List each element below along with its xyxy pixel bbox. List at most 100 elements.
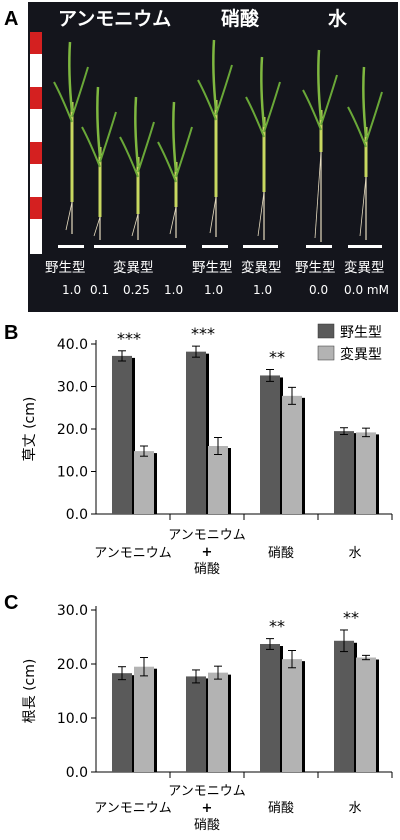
category-label: 硝酸 — [268, 801, 294, 816]
concentration-label: 1.0 — [204, 283, 224, 297]
group-underline — [243, 245, 278, 248]
bar-mutant — [208, 672, 228, 772]
significance-mark: *** — [117, 329, 141, 348]
leaf — [172, 101, 178, 173]
y-tick-label: 0.0 — [66, 507, 88, 523]
y-axis-label: 根長 (cm) — [22, 659, 38, 724]
concentration-label: 0.1 — [90, 283, 110, 297]
bar-wild — [334, 640, 354, 772]
category-label: 硝酸 — [194, 818, 220, 833]
leaf — [317, 49, 323, 121]
significance-mark: ** — [269, 617, 285, 636]
ruler-mark — [30, 142, 42, 164]
bar-wild — [186, 351, 206, 514]
leaf — [68, 41, 74, 113]
legend-label: 野生型 — [340, 325, 382, 341]
group-underline — [58, 245, 84, 248]
group-label-wild: 野生型 — [45, 260, 86, 276]
category-label: アンモニウム — [168, 528, 245, 543]
bar-mutant — [282, 659, 302, 772]
root-length-chart: 0.010.020.030.0根長 (cm)アンモニウムアンモニウム+硝酸**硝… — [22, 603, 393, 833]
bar-mutant — [356, 432, 376, 514]
group-label-wild: 野生型 — [192, 260, 233, 276]
concentration-label: 1.0 — [253, 283, 273, 297]
leaf — [365, 91, 383, 143]
group-underline — [306, 245, 332, 248]
seedling-photo: アンモニウム 硝酸 水 野生型 変異型 野生型 変異型 野生型 変異型 1.0 … — [28, 2, 398, 312]
significance-mark: ** — [269, 348, 285, 367]
concentration-label: 1.0 — [62, 283, 82, 297]
concentration-label: 0.0 — [309, 283, 329, 297]
group-label-mutant: 変異型 — [241, 260, 282, 276]
y-tick-label: 40.0 — [57, 337, 88, 353]
legend-swatch — [317, 323, 335, 339]
y-tick-label: 30.0 — [57, 380, 88, 396]
panel-letter-b: B — [4, 322, 19, 344]
leaf — [320, 74, 338, 126]
category-label: + — [202, 801, 213, 816]
group-label-mutant: 変異型 — [344, 260, 385, 276]
leaf — [302, 89, 322, 131]
category-label: 硝酸 — [268, 546, 294, 561]
root — [359, 176, 367, 237]
category-label: 水 — [348, 801, 361, 816]
group-underline — [94, 245, 186, 248]
bar-mutant — [356, 657, 376, 772]
group-underline — [202, 245, 228, 248]
bar-wild — [334, 431, 354, 514]
bar-mutant — [134, 666, 154, 772]
leaf — [362, 66, 368, 138]
ruler-mark — [30, 197, 42, 219]
bar-wild — [112, 673, 132, 772]
bar-mutant — [208, 446, 228, 514]
leaf — [99, 111, 117, 163]
concentration-label: 0.25 — [123, 283, 150, 297]
concentration-label: 1.0 — [164, 283, 184, 297]
category-label: アンモニウム — [168, 784, 245, 799]
ruler-mark — [30, 32, 42, 54]
root — [65, 201, 73, 231]
leaf — [215, 64, 233, 116]
panel-letter-a: A — [4, 8, 19, 30]
condition-label-nitrate: 硝酸 — [221, 8, 260, 30]
category-label: 水 — [348, 546, 361, 561]
ruler-mark — [30, 87, 42, 109]
y-tick-label: 0.0 — [66, 765, 88, 781]
y-axis-label: 草丈 (cm) — [22, 397, 38, 462]
root — [93, 216, 101, 237]
leaf — [119, 136, 139, 178]
leaf — [137, 121, 155, 173]
leaf — [134, 96, 140, 168]
bar-mutant — [282, 395, 302, 514]
leaf — [260, 56, 266, 128]
plant-height-chart: 0.0 10.0 20.0 30.0 40.0 草丈 (cm) *** アンモニウム *** アン… — [22, 323, 393, 577]
bar-wild — [186, 676, 206, 772]
legend-swatch — [317, 345, 335, 361]
legend-label: 変異型 — [340, 346, 382, 363]
bar-wild — [112, 355, 132, 514]
leaf — [53, 81, 73, 123]
root — [314, 151, 322, 239]
leaf — [197, 79, 217, 121]
significance-mark: *** — [191, 324, 215, 343]
significance-mark: ** — [343, 608, 359, 627]
group-label-mutant: 変異型 — [113, 260, 154, 276]
category-label: アンモニウム — [94, 801, 171, 816]
leaf — [263, 81, 281, 133]
bar-wild — [260, 644, 280, 772]
bar-wild — [260, 375, 280, 514]
concentration-label: 0.0 mM — [344, 283, 389, 297]
leaf — [245, 96, 265, 138]
root — [257, 191, 265, 237]
leaf — [347, 106, 367, 148]
category-label: アンモニウム — [94, 546, 171, 561]
leaf — [71, 66, 89, 118]
condition-label-ammonium: アンモニウム — [58, 8, 172, 30]
root — [209, 196, 217, 234]
group-label-wild: 野生型 — [295, 260, 336, 276]
category-label: + — [202, 545, 213, 560]
y-tick-label: 10.0 — [57, 711, 88, 727]
leaf — [175, 126, 193, 178]
y-tick-label: 20.0 — [57, 422, 88, 438]
panel-letter-c: C — [4, 592, 19, 614]
